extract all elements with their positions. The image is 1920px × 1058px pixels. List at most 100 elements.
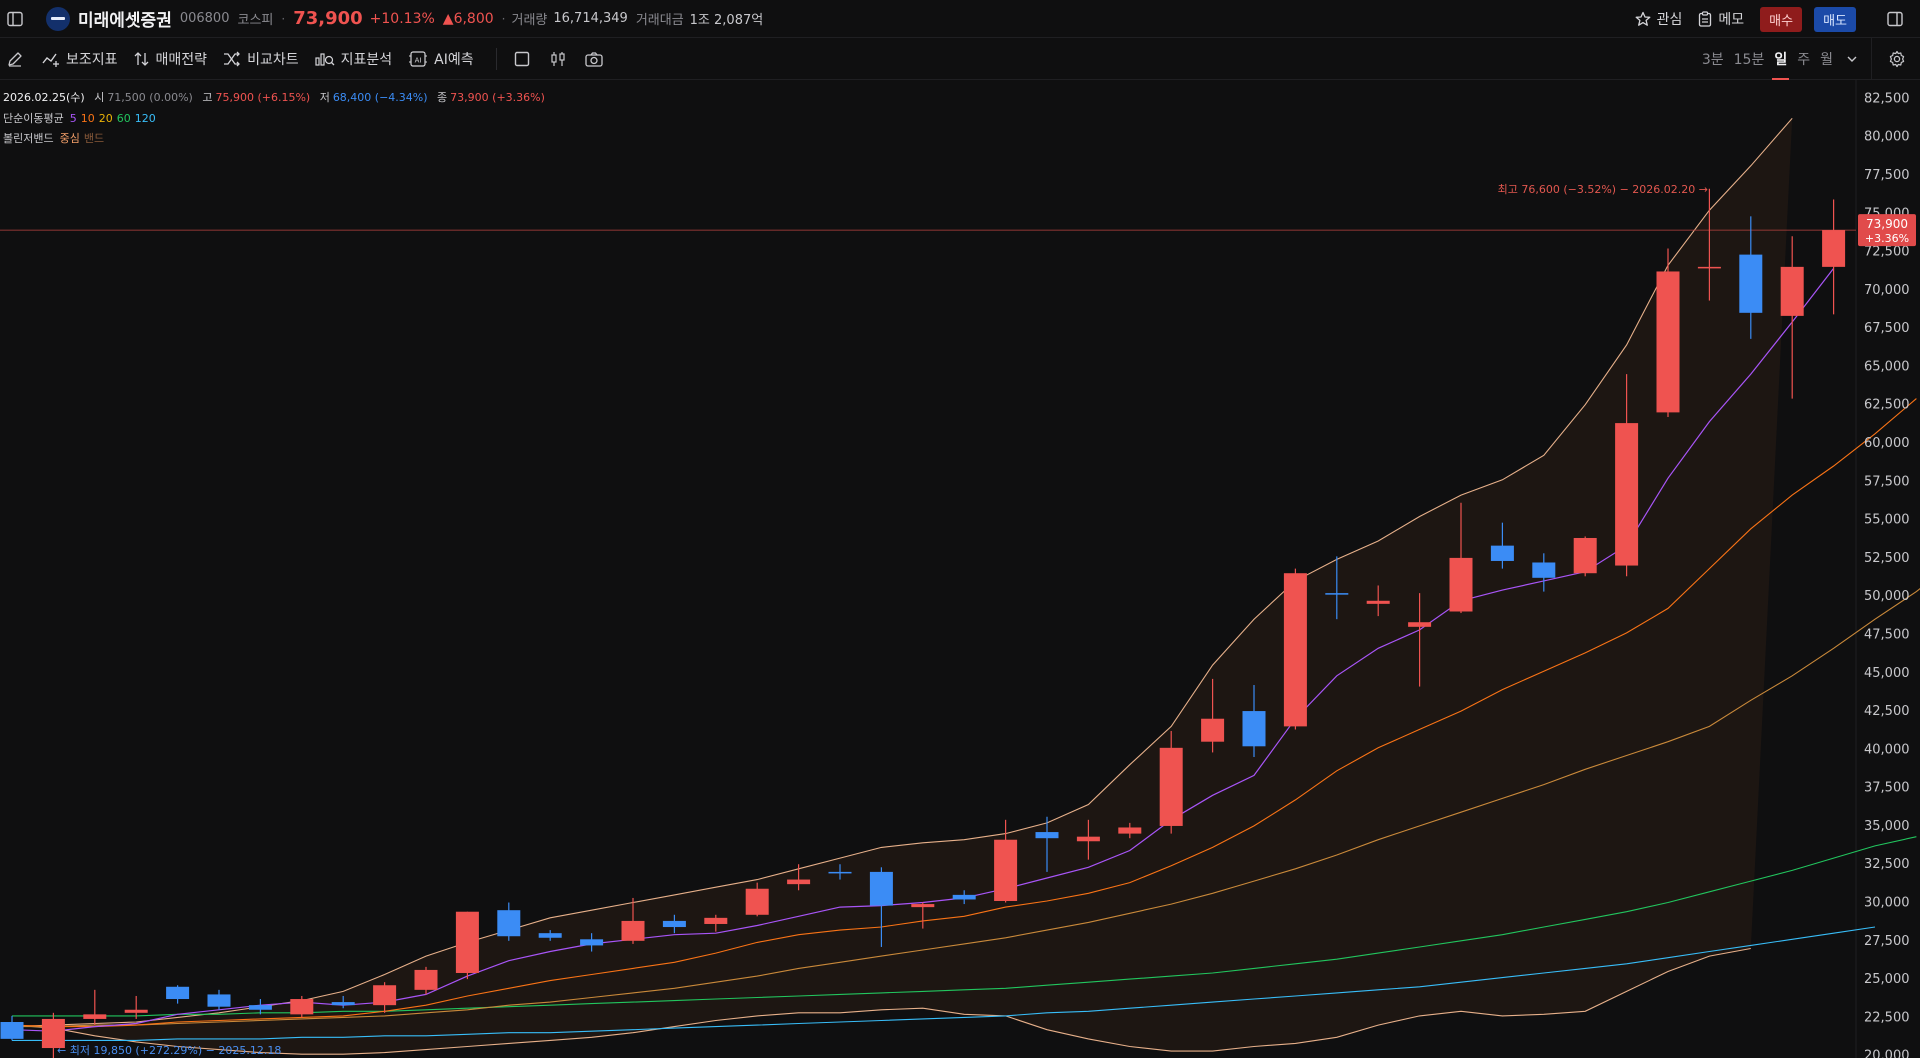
separator-dot: · — [501, 11, 506, 26]
gear-icon[interactable] — [1882, 44, 1912, 74]
square-icon[interactable] — [507, 44, 537, 74]
y-tick-label: 72,500 — [1864, 245, 1910, 260]
memo-button[interactable]: 메모 — [1698, 9, 1744, 29]
star-icon — [1635, 11, 1651, 26]
ma-period-20: 20 — [98, 112, 113, 125]
price-chart[interactable]: 82,50080,00077,50075,00072,50070,00067,5… — [0, 80, 1920, 1058]
current-price-tag-value: 73,900 — [1866, 217, 1908, 231]
high-annotation: 최고 76,600 (−3.52%) − 2026.02.20 → — [1498, 183, 1708, 196]
timeframe-week[interactable]: 주 — [1797, 52, 1811, 68]
y-tick-label: 77,500 — [1864, 168, 1910, 183]
current-price: 73,900 — [293, 8, 363, 29]
right-panel-toggle-icon[interactable] — [1880, 4, 1910, 34]
candle-body — [1532, 562, 1556, 578]
open-label: 시 — [94, 91, 105, 104]
up-down-arrows-icon — [134, 51, 148, 66]
candle-body — [911, 904, 935, 908]
candle-body — [1615, 423, 1639, 566]
amount-value: 1조 2,087억 — [689, 13, 764, 28]
sell-button[interactable]: 매도 — [1814, 6, 1856, 32]
y-tick-label: 40,000 — [1864, 742, 1910, 757]
candle-body — [1325, 593, 1349, 595]
ohlc-date: 2026.02.25(수) — [3, 91, 85, 104]
candle-body — [1035, 832, 1059, 839]
candle-body — [1283, 573, 1307, 727]
candle-body — [124, 1009, 148, 1013]
candle-body — [1697, 266, 1721, 269]
candle-body — [787, 879, 811, 885]
shuffle-icon — [224, 51, 240, 66]
y-tick-label: 70,000 — [1864, 283, 1910, 298]
ma60-line — [12, 836, 1917, 1017]
timeframe-day[interactable]: 일 — [1772, 38, 1790, 80]
trend-icon — [42, 53, 59, 67]
current-price-tag — [1858, 214, 1916, 247]
ai-predict-button[interactable]: AI AI예측 — [408, 49, 474, 69]
candle-body — [373, 985, 397, 1006]
candle-body — [1573, 537, 1597, 574]
candle-body — [166, 986, 190, 1000]
candle-body — [580, 939, 604, 946]
timeframe-15min[interactable]: 15분 — [1733, 52, 1765, 68]
strategy-button[interactable]: 매매전략 — [134, 49, 207, 69]
stock-code: 006800 — [179, 11, 230, 26]
ma20-line — [12, 587, 1920, 1028]
high-value: 75,900 (+6.15%) — [215, 91, 311, 104]
y-tick-label: 22,500 — [1864, 1010, 1910, 1025]
candle-body — [745, 888, 769, 915]
change-amount: ▲6,800 — [442, 10, 494, 27]
toolbar-divider — [495, 47, 497, 70]
buy-button[interactable]: 매수 — [1760, 6, 1803, 32]
y-tick-label: 45,000 — [1864, 666, 1910, 681]
stock-header: 미래에셋증권 006800 코스피 · 73,900 +10.13% ▲6,80… — [0, 0, 1920, 38]
ma-period-5: 5 — [69, 112, 77, 125]
analysis-label: 지표분석 — [340, 51, 393, 68]
bb-legend[interactable]: 볼린저밴드 중심 밴드 — [3, 130, 110, 146]
y-tick-label: 20,000 — [1864, 1049, 1910, 1058]
indicator-button[interactable]: 보조지표 — [42, 49, 118, 69]
candle-body — [1822, 230, 1846, 267]
candlestick-icon[interactable] — [543, 44, 573, 74]
ma-legend[interactable]: 단순이동평균 5 10 20 60 120 — [3, 110, 160, 126]
y-tick-label: 82,500 — [1864, 91, 1910, 106]
analysis-button[interactable]: 지표분석 — [314, 49, 393, 69]
candle-body — [994, 839, 1018, 901]
company-logo — [46, 6, 70, 31]
candle-body — [331, 1002, 355, 1006]
bollinger-lower-line — [11, 947, 1751, 1055]
ai-predict-label: AI예측 — [434, 51, 474, 68]
ma-period-120: 120 — [134, 112, 156, 125]
candle-body — [662, 920, 686, 928]
compare-button[interactable]: 비교차트 — [223, 49, 299, 69]
candle-body — [704, 917, 728, 924]
candle-body — [1408, 622, 1432, 627]
candle-body — [0, 1022, 24, 1039]
pencil-icon[interactable] — [0, 44, 30, 74]
camera-icon[interactable] — [579, 44, 609, 74]
y-tick-label: 65,000 — [1864, 359, 1910, 374]
timeframe-month[interactable]: 월 — [1820, 52, 1833, 68]
y-tick-label: 57,500 — [1864, 474, 1910, 489]
indicator-label: 보조지표 — [66, 51, 118, 68]
chart-area[interactable]: 82,500 80,000 77,500 75,000 72,500 70,000 67,5… — [0, 80, 1920, 1058]
timeframe-3min[interactable]: 3분 — [1701, 52, 1724, 68]
y-tick-label: 60,000 — [1864, 436, 1910, 451]
chevron-down-icon[interactable] — [1843, 44, 1861, 74]
candle-body — [248, 1005, 272, 1010]
ai-chip-icon: AI — [409, 50, 428, 67]
bb-label: 볼린저밴드 — [3, 132, 54, 145]
change-percent: +10.13% — [369, 10, 435, 27]
candle-body — [1490, 545, 1514, 561]
candle-body — [621, 920, 645, 941]
stock-name[interactable]: 미래에셋증권 — [78, 11, 172, 31]
watch-button[interactable]: 관심 — [1635, 9, 1682, 29]
left-panel-toggle-icon[interactable] — [0, 4, 30, 34]
y-tick-label: 55,000 — [1864, 513, 1910, 528]
ma-label: 단순이동평균 — [3, 112, 64, 125]
close-value: 73,900 (+3.36%) — [450, 91, 545, 104]
chart-search-icon — [314, 52, 335, 66]
y-tick-label: 37,500 — [1864, 781, 1910, 796]
high-label: 고 — [202, 91, 213, 104]
candle-body — [1159, 747, 1183, 826]
low-annotation: ← 최저 19,850 (+272.29%) − 2025.12.18 — [57, 1044, 281, 1057]
